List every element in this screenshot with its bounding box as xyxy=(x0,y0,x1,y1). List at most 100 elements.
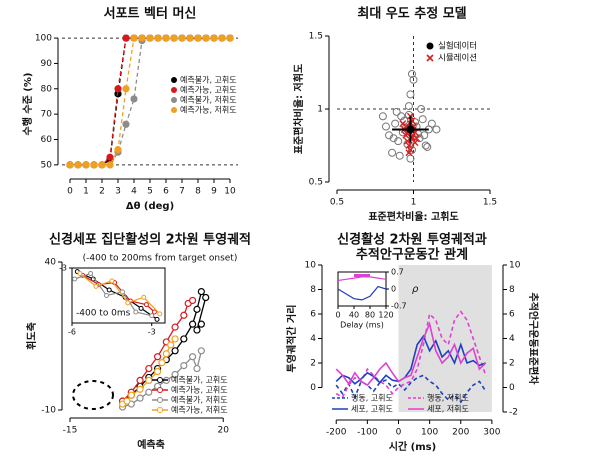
y-tick-label: 4 xyxy=(310,334,316,344)
data-point xyxy=(106,161,114,169)
data-point xyxy=(193,364,201,373)
data-point xyxy=(171,335,179,343)
data-point xyxy=(405,149,413,157)
data-point xyxy=(122,85,130,93)
y-tick-label: 100 xyxy=(35,34,52,44)
data-point xyxy=(130,95,138,103)
inset-point xyxy=(149,313,155,319)
inset-x-tick-label: 0 xyxy=(335,311,340,320)
inset-y-tick-label: -3 xyxy=(59,264,67,273)
x-tick-label: -15 xyxy=(63,426,78,436)
x-tick-label: 2 xyxy=(99,187,105,197)
data-point xyxy=(423,142,432,151)
data-point xyxy=(395,151,404,160)
data-point xyxy=(389,134,398,143)
legend-label: 행동, 저휘도 xyxy=(427,393,469,403)
data-point xyxy=(136,376,144,384)
data-point xyxy=(178,34,186,42)
data-point xyxy=(186,34,194,42)
y-tick-label: 90 xyxy=(41,59,53,69)
y-tick-label: 0 xyxy=(310,383,316,393)
legend-label: 예측가능, 저휘도 xyxy=(180,105,237,115)
data-point xyxy=(82,161,90,169)
data-point xyxy=(171,370,179,379)
data-point xyxy=(122,34,130,42)
chart-subtitle: (-400 to 200ms from target onset) xyxy=(83,254,238,264)
data-point xyxy=(418,115,427,124)
y2-tick-label: 8 xyxy=(509,285,515,295)
chart-title: 신경세포 집단활성의 2차원 투영궤적 xyxy=(49,232,251,248)
legend-label: 세포, 고휘도 xyxy=(351,404,393,414)
legend-marker xyxy=(426,54,434,62)
y2-tick-label: 10 xyxy=(509,261,521,271)
data-point xyxy=(413,134,421,142)
inset-point xyxy=(106,287,112,293)
x-tick-label: 1 xyxy=(411,198,417,208)
x-tick-label: 3 xyxy=(115,187,121,197)
x-tick-label: -100 xyxy=(357,428,378,438)
legend-marker xyxy=(171,97,177,103)
x-tick-label: 0 xyxy=(67,187,73,197)
legend-label: 예측가능, 고휘도 xyxy=(180,85,237,95)
data-point xyxy=(218,34,226,42)
data-point xyxy=(180,362,188,370)
data-point xyxy=(154,34,162,42)
legend-marker xyxy=(157,377,163,383)
data-point xyxy=(226,34,234,42)
data-point xyxy=(123,397,131,405)
inset-line xyxy=(337,276,387,282)
data-point xyxy=(197,288,205,296)
data-point xyxy=(74,161,82,169)
inset-point xyxy=(141,294,147,300)
x-tick-label: 0 xyxy=(396,428,402,438)
data-point xyxy=(407,145,416,154)
data-point xyxy=(145,364,153,373)
x-tick-label: 7 xyxy=(179,187,185,197)
y-axis-label: 투영궤적간 거리 xyxy=(285,305,298,373)
data-point xyxy=(405,142,413,149)
data-point xyxy=(171,347,179,355)
chart-title: 서포트 벡터 머신 xyxy=(104,6,197,22)
y-tick-label: 0.5 xyxy=(309,178,323,188)
x-tick-label: 0.5 xyxy=(330,198,344,208)
data-point xyxy=(66,161,74,169)
data-point xyxy=(188,296,197,305)
x-axis-label: 시간 (ms) xyxy=(389,440,436,453)
data-point xyxy=(136,385,144,393)
data-point xyxy=(180,335,188,343)
data-point xyxy=(170,34,178,42)
legend-label: 예측불가, 고휘도 xyxy=(171,375,228,385)
data-point xyxy=(409,75,418,84)
legend-marker xyxy=(171,87,177,93)
y-tick-label: 60 xyxy=(41,135,53,145)
y-tick-label: 10 xyxy=(305,261,317,271)
inset-point xyxy=(154,316,160,322)
data-point xyxy=(406,154,415,163)
x-axis-label: 예측축 xyxy=(137,438,165,451)
data-point xyxy=(98,161,106,169)
y-tick-label: 1 xyxy=(317,105,323,115)
legend-label: 예측불가, 고휘도 xyxy=(180,75,237,85)
y2-tick-label: -2 xyxy=(509,408,518,418)
data-point xyxy=(381,122,390,131)
data-point xyxy=(392,107,401,116)
series-line xyxy=(335,321,487,387)
inset-y-label: ρ xyxy=(412,284,419,295)
inset-x-label: Delay (ms) xyxy=(340,321,384,330)
data-point xyxy=(114,85,122,93)
y2-axis-label: 추적안구운동표준편차 xyxy=(527,293,540,386)
legend-label: 실험데이터 xyxy=(438,41,477,52)
data-point xyxy=(167,341,175,349)
y2-tick-label: 0 xyxy=(509,383,515,393)
data-point xyxy=(145,376,153,384)
y2-tick-label: 6 xyxy=(509,310,515,320)
data-point xyxy=(421,141,430,150)
y-tick-label: 40 xyxy=(45,258,57,268)
data-point xyxy=(136,394,144,402)
data-point xyxy=(420,131,429,140)
inset-y-tick-label: 0 xyxy=(391,285,396,294)
inset-point xyxy=(133,309,139,315)
x-tick-label: -200 xyxy=(326,428,347,438)
y2-tick-label: 2 xyxy=(509,359,515,369)
